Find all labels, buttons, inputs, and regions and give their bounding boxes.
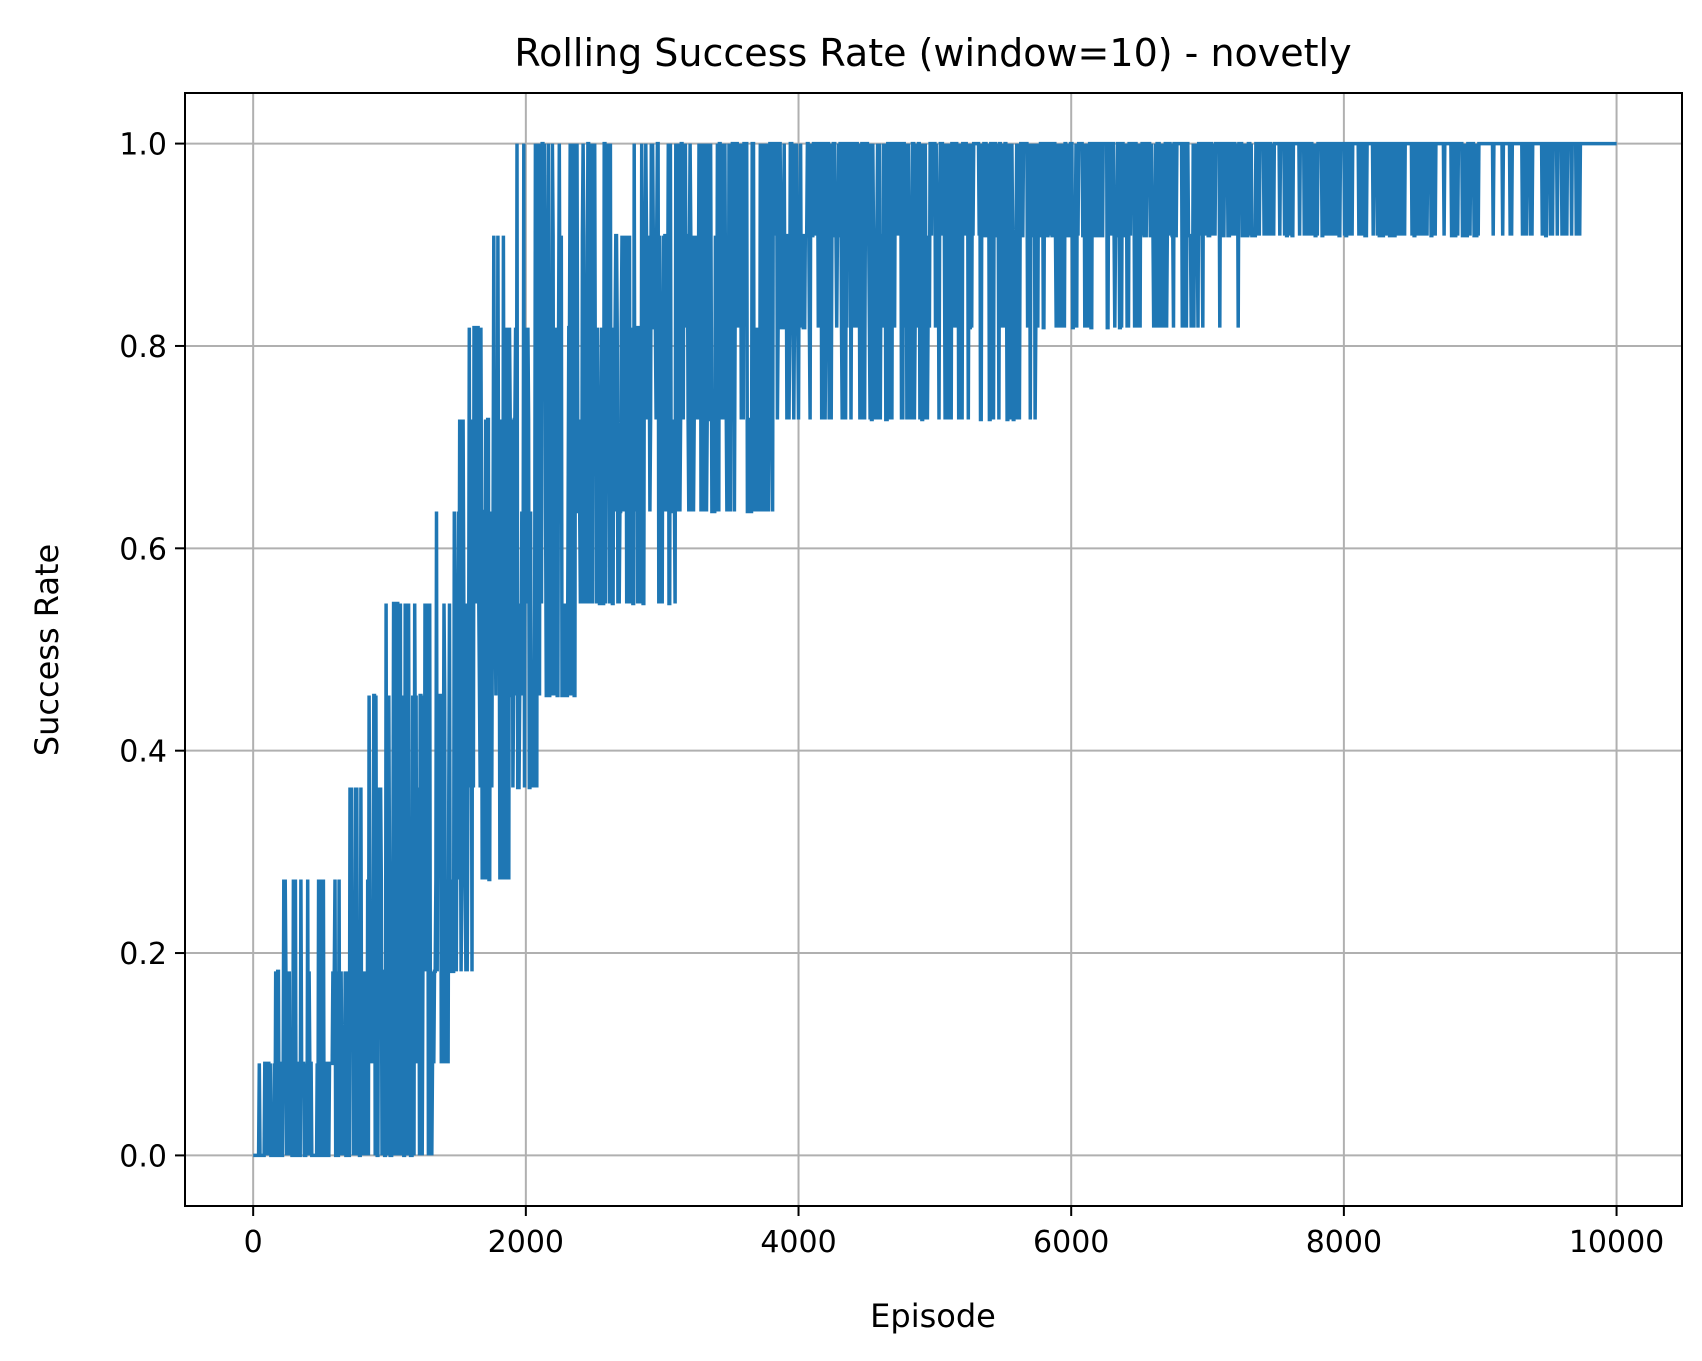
y-tick-label: 0.4 bbox=[119, 735, 167, 770]
plot-frame bbox=[184, 92, 1683, 1207]
y-tick-label: 0.6 bbox=[119, 532, 167, 567]
x-axis-label: Episode bbox=[870, 1297, 996, 1335]
y-axis-label: Success Rate bbox=[28, 544, 66, 756]
x-tick-label: 8000 bbox=[1306, 1225, 1382, 1260]
x-tick-label: 0 bbox=[244, 1225, 263, 1260]
y-tick-label: 1.0 bbox=[119, 128, 167, 163]
y-tick-label: 0.2 bbox=[119, 937, 167, 972]
x-tick-label: 6000 bbox=[1033, 1225, 1109, 1260]
series-layer bbox=[253, 141, 1617, 1158]
x-tick-label: 2000 bbox=[488, 1225, 564, 1260]
y-tick-label: 0.0 bbox=[119, 1139, 167, 1174]
x-tick-label: 4000 bbox=[760, 1225, 836, 1260]
chart-title: Rolling Success Rate (window=10) - novet… bbox=[514, 31, 1351, 75]
y-tick-label: 0.8 bbox=[119, 330, 167, 365]
success-rate-line bbox=[253, 141, 1617, 1158]
tick-layer: 0 2000 4000 6000 8000 10000 0.0 0.2 0.4 0.6 0.8 1.0 bbox=[119, 128, 1664, 1260]
x-tick-label: 10000 bbox=[1569, 1225, 1664, 1260]
